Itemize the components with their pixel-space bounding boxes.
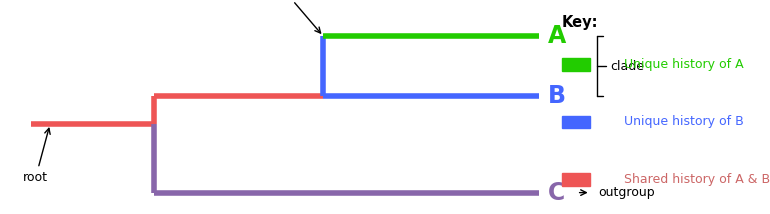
Text: Unique history of A: Unique history of A: [624, 58, 743, 71]
Bar: [562, 58, 590, 71]
Text: root: root: [23, 128, 50, 184]
Text: A: A: [548, 24, 567, 48]
Bar: [562, 173, 590, 186]
Text: Key:: Key:: [562, 15, 598, 30]
Text: node: node: [270, 0, 320, 33]
Text: C: C: [548, 181, 565, 205]
Text: B: B: [548, 84, 566, 108]
Bar: [562, 116, 590, 128]
Text: clade: clade: [611, 60, 644, 73]
Text: outgroup: outgroup: [598, 186, 655, 199]
Text: Unique history of B: Unique history of B: [624, 116, 744, 128]
Text: Shared history of A & B: Shared history of A & B: [624, 173, 770, 186]
